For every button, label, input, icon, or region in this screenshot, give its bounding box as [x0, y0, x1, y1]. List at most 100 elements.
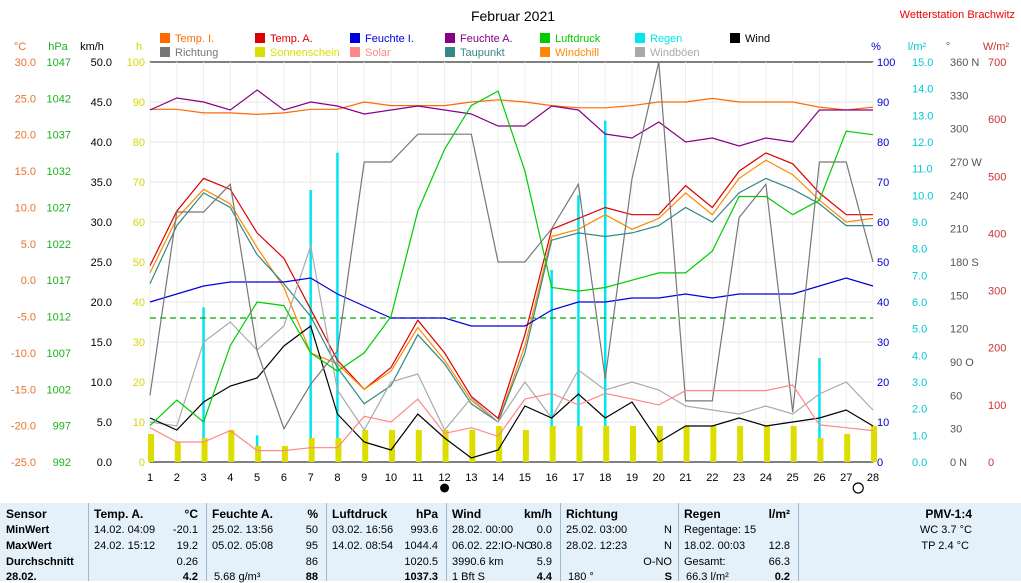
col-temp: Temp. A. °C 14.02. 04:09 -20.1 24.02. 15… [94, 503, 202, 583]
druck-min-time: 03.02. 16:56 [332, 524, 394, 536]
grid [149, 62, 874, 462]
rain-bar [818, 358, 821, 462]
temp-min-time: 14.02. 04:09 [94, 524, 156, 536]
legend-label: Temp. I. [175, 33, 214, 45]
axis-tick-label: -20.0 [11, 421, 36, 433]
axis-tick-label: 1027 [47, 202, 71, 214]
regen-max: 12.8 [768, 540, 790, 552]
axis-tick-label: 90 [877, 97, 889, 109]
x-tick-label: 23 [733, 472, 745, 484]
axis-unit-label: l/m² [908, 41, 927, 53]
sunshine-bar [763, 426, 770, 462]
axis-tick-label: 0 [988, 457, 994, 469]
axis-tick-label: 6.0 [912, 297, 927, 309]
pmv-windchill: WC 3.7 °C [919, 524, 972, 536]
regen-tage: Regentage: 15 [684, 524, 757, 536]
axis-tick-label: 45.0 [91, 97, 112, 109]
legend-swatch [540, 33, 550, 43]
legend-swatch [635, 33, 645, 43]
feuchte-unit: % [307, 507, 318, 521]
feuchte-current: 88 [305, 571, 318, 583]
sunshine-bar [737, 426, 744, 462]
axis-tick-label: 240 [950, 190, 968, 202]
axis-tick-label: 50 [877, 257, 889, 269]
legend-label: Temp. A. [270, 33, 313, 45]
regen-header: Regen [684, 507, 721, 521]
x-tick-label: 14 [492, 472, 504, 484]
x-tick-label: 26 [813, 472, 825, 484]
axis-tick-label: 1042 [47, 93, 71, 105]
sunshine-bar [389, 430, 395, 462]
stats-table: Sensor MinWert MaxWert Durchschnitt 28.0… [0, 503, 1021, 583]
axis-tick-label: 0 [139, 457, 145, 469]
separator [446, 503, 447, 581]
sunshine-bar [871, 426, 877, 462]
axis-tick-label: 30.0 [91, 217, 112, 229]
legend-swatch [445, 33, 455, 43]
axis-tick-label: 10.0 [91, 377, 112, 389]
axis-tick-label: -25.0 [11, 457, 36, 469]
axis-tick-label: 20 [877, 377, 889, 389]
feuchte-max: 95 [305, 540, 318, 552]
axis-tick-label: 0.0 [912, 457, 927, 469]
axis-tick-label: 20.0 [91, 297, 112, 309]
wind-max-time: 06.02. 22:IO-NO [452, 540, 533, 552]
druck-header: Luftdruck [332, 507, 388, 521]
axis-tick-label: 13.0 [912, 110, 933, 122]
row-avg: Durchschnitt [6, 556, 74, 568]
richtung-degrees: 180 ° [568, 571, 594, 583]
sunshine-bar [148, 434, 154, 462]
temp-current: 4.2 [182, 571, 198, 583]
axis-tick-label: 100 [877, 57, 895, 69]
legend-label: Richtung [175, 47, 218, 59]
pmv-taupunkt: TP 2.4 °C [921, 540, 969, 552]
axis-unit-label: ° [946, 41, 950, 53]
series-line [149, 152, 873, 420]
axis-labels: °C hPa km/h h% l/m² ° W/m² [14, 41, 1010, 53]
row-min: MinWert [6, 524, 50, 536]
rain-bar [577, 195, 580, 463]
axis-tick-label: -15.0 [11, 384, 36, 396]
richtung-min: N [664, 524, 672, 536]
axis-tick-label: 15.0 [15, 166, 36, 178]
wind-current: 4.4 [536, 571, 552, 583]
feuchte-max-time: 05.02. 05:08 [212, 540, 274, 552]
axis-tick-label: 70 [877, 177, 889, 189]
richtung-max-time: 28.02. 12:23 [566, 540, 628, 552]
series-line [149, 277, 874, 327]
axis-tick-label: 30 [877, 337, 889, 349]
axis-tick-label: 700 [988, 57, 1006, 69]
axis-tick-label: 40 [133, 297, 145, 309]
axis-tick-label: 3.0 [912, 377, 927, 389]
axis-tick-label: 25.0 [15, 93, 36, 105]
col-feuchte: Feuchte A. % 25.02. 13:56 50 05.02. 05:0… [212, 503, 322, 583]
x-tick-label: 4 [227, 472, 233, 484]
axis-tick-label: 30 [133, 337, 145, 349]
x-tick-label: 13 [465, 472, 477, 484]
x-tick-label: 21 [679, 472, 691, 484]
axis-tick-label: 30 [950, 424, 962, 436]
axis-tick-label: -10.0 [11, 348, 36, 360]
x-tick-labels: 1 2 3 4 5 6 7 8 9 10 11 12 13 14 15 16 17 18 19 20 21 22 23 24 2… [147, 472, 879, 484]
axis-unit-label: °C [14, 41, 26, 53]
axis-tick-label: 90 [133, 97, 145, 109]
sunshine-bar [442, 430, 449, 462]
x-tick-label: 2 [174, 472, 180, 484]
axis-tick-label: 992 [53, 457, 71, 469]
temp-avg: 0.26 [176, 556, 198, 568]
sunshine-bar [281, 446, 288, 462]
axis-tick-label: 10.0 [15, 202, 36, 214]
axis-tick-label: 180 S [950, 257, 979, 269]
series-line [149, 61, 874, 431]
axis-tick-label: 80 [133, 137, 145, 149]
legend-label: Taupunkt [460, 47, 505, 59]
row-current: 28.02. [6, 571, 37, 583]
richtung-min-time: 25.02. 03:00 [566, 524, 628, 536]
x-tick-label: 10 [385, 472, 397, 484]
new-moon-icon [440, 483, 450, 493]
axis-tick-label: 20 [133, 377, 145, 389]
druck-current: 1037.3 [404, 571, 438, 583]
legend-label: Regen [650, 33, 682, 45]
temp-header: Temp. A. [94, 507, 144, 521]
separator [798, 503, 799, 581]
